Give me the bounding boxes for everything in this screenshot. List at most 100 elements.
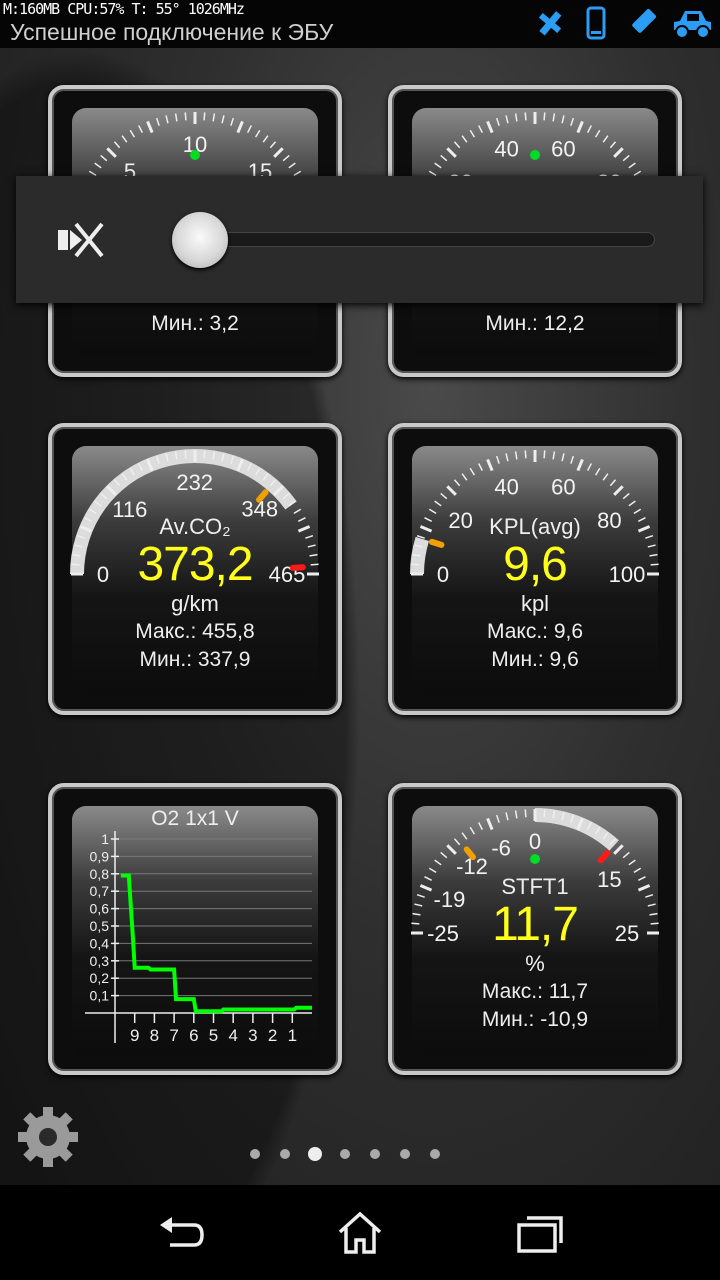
gauge-tile-co2[interactable]: 0 116 232 348 465 Av.CO₂ 373,2 g/km Макс.: 45… [48,423,342,715]
gauge-value: 11,7 [492,898,579,951]
y-tick-label: 0,6 [90,901,110,917]
volume-slider-knob[interactable] [172,212,228,268]
scale-tick [254,129,261,138]
page-dot[interactable] [340,1149,350,1159]
scale-tick [461,473,468,481]
scale-tick [647,544,656,548]
max-marker [289,564,306,571]
scale-tick [203,450,206,459]
gauge-title: Av.CO₂ [159,514,231,539]
gear-tooth [64,1132,78,1142]
scale-tick [495,117,500,126]
back-icon[interactable] [156,1215,206,1255]
page-dot[interactable] [250,1149,260,1159]
scale-tick [309,553,318,557]
page-dot[interactable] [370,1149,380,1159]
gauge-unit: % [525,951,545,976]
scale-tick [613,147,624,158]
scale-tick [72,553,81,557]
muted-speaker-icon[interactable] [54,216,108,264]
scale-tick [638,876,646,882]
min-value: Мин.: 3,2 [151,312,239,335]
scale-tick [293,508,302,515]
scale-tick [524,112,527,121]
scale-tick [649,553,658,557]
scale-tick [273,485,284,496]
scale-tick [561,115,565,124]
scale-tick [622,492,630,500]
home-icon[interactable] [336,1210,384,1256]
scale-tick [269,141,277,149]
car-icon [670,6,714,40]
scale-tick [416,534,425,539]
scale-tick [453,141,461,149]
scale-tick [453,479,461,487]
scale-tick [419,525,433,533]
recent-apps-icon[interactable] [515,1213,565,1255]
scale-tick [246,463,252,471]
scale-tick [453,838,461,846]
scale-tick [113,141,121,149]
scale-tick [293,170,302,177]
page-dot[interactable] [430,1149,440,1159]
scale-tick [613,844,624,855]
scale-tick [543,809,546,818]
scale-tick [628,859,636,866]
scale-tick [236,458,244,472]
scale-tick [138,125,144,133]
usb-adapter-icon [624,6,660,40]
scale-tick [469,826,476,835]
scale-tick [414,544,423,548]
y-tick-label: 0,4 [90,935,110,951]
min-marker [428,538,445,548]
scale-tick [576,120,584,134]
scale-label: 100 [609,562,646,587]
chart-title: O2 1x1 V [151,807,239,830]
scale-label: 25 [615,921,639,946]
scale-label: 0 [437,562,449,587]
scale-tick [113,479,121,487]
x-tick-label: 1 [288,1026,297,1045]
page-dot[interactable] [308,1147,322,1161]
scale-tick [230,117,235,126]
center-dot [530,854,540,864]
scale-tick [461,135,468,143]
scale-label: 20 [448,508,472,533]
scale-tick [106,147,117,158]
scale-tick [514,113,518,122]
scale-tick [203,112,206,121]
scale-label: 116 [112,497,147,522]
x-tick-label: 3 [248,1026,257,1045]
gauge-unit: g/km [171,591,219,616]
scale-tick [298,517,306,523]
gear-tooth [55,1112,73,1130]
o2-graph-tile[interactable]: O2 1x1 V 0,1 0,2 0,3 0,4 0,5 0,6 0,7 0,8 0,9 1 9 8 7… [48,783,342,1075]
scale-tick [622,851,630,859]
scale-tick [576,817,584,831]
scale-tick [165,115,169,124]
scale-tick [561,453,565,462]
scale-tick [262,135,269,143]
scale-label: 60 [551,137,575,162]
gauge-tile-kpl[interactable]: 0 20 40 60 80 100 KPL(avg) 9,6 kpl Макс.: 9,6 … [388,423,682,715]
scale-tick [424,517,432,523]
scale-tick [262,473,269,481]
page-dot[interactable] [400,1149,410,1159]
page-dot[interactable] [280,1149,290,1159]
gauge-tile-stft[interactable]: -25 -19 -12 -6 0 15 25 STFT1 11,7 % Макс.: 11,7… [388,783,682,1075]
scale-tick [495,814,500,823]
scale-tick [650,922,659,925]
page-indicator [250,1147,440,1161]
scale-tick [505,812,509,821]
settings-gear-icon[interactable] [14,1103,82,1171]
scale-tick [637,525,651,533]
scale-tick [446,485,457,496]
y-tick-label: 0,3 [90,953,110,969]
scale-tick [434,162,442,169]
navigation-bar [0,1185,720,1280]
center-dot [530,150,540,160]
scale-tick [602,832,609,840]
scale-tick [434,500,442,507]
volume-slider-track[interactable] [181,232,655,247]
y-tick-label: 1 [101,831,109,847]
